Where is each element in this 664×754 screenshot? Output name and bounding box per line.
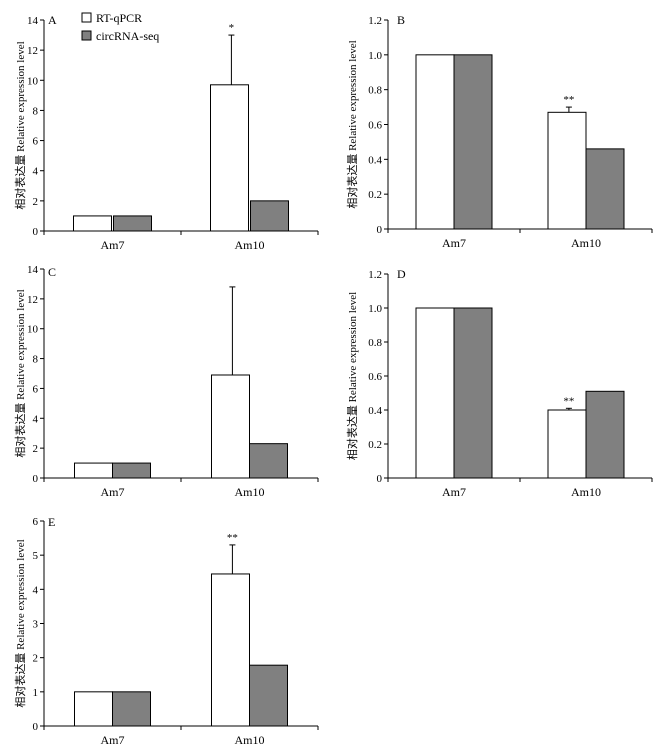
y-tick-label: 1.0 bbox=[368, 303, 382, 315]
y-tick-label: 1.2 bbox=[368, 15, 382, 27]
y-tick-label: 8 bbox=[33, 105, 39, 117]
bar-rtqpcr-am10 bbox=[211, 374, 250, 479]
panel-letter: C bbox=[48, 265, 56, 279]
bar-circrnaseq-am10 bbox=[585, 390, 625, 479]
y-axis-label: 相对表达量 Relative expression level bbox=[13, 539, 27, 707]
x-category-label: Am10 bbox=[571, 485, 601, 499]
y-axis-label: 相对表达量 Relative expression level bbox=[13, 289, 27, 457]
y-tick-label: 8 bbox=[33, 354, 39, 366]
y-tick-label: 0.6 bbox=[368, 120, 382, 132]
legend-swatch bbox=[81, 30, 92, 41]
x-category-label: Am10 bbox=[235, 733, 265, 747]
x-category-label: Am7 bbox=[442, 236, 466, 250]
bar-circrnaseq-am7 bbox=[113, 215, 152, 232]
x-category-label: Am10 bbox=[235, 238, 265, 252]
significance-marker: ** bbox=[563, 395, 574, 407]
bar-circrnaseq-am7 bbox=[112, 691, 151, 727]
y-tick-label: 14 bbox=[27, 264, 39, 276]
y-tick-label: 5 bbox=[33, 550, 39, 562]
y-tick-label: 4 bbox=[33, 413, 39, 425]
legend-label: RT-qPCR bbox=[96, 11, 142, 25]
x-category-label: Am7 bbox=[101, 485, 125, 499]
y-tick-label: 12 bbox=[27, 45, 38, 57]
y-tick-label: 0 bbox=[33, 473, 39, 485]
x-category-label: Am10 bbox=[235, 485, 265, 499]
y-tick-label: 2 bbox=[33, 653, 39, 665]
y-tick-label: 3 bbox=[33, 619, 39, 631]
y-tick-label: 0.8 bbox=[368, 337, 382, 349]
panel-letter: A bbox=[48, 13, 57, 27]
panel-letter: B bbox=[397, 13, 405, 27]
bar-rtqpcr-am7 bbox=[415, 54, 455, 230]
x-category-label: Am7 bbox=[101, 238, 125, 252]
y-tick-label: 2 bbox=[33, 443, 39, 455]
bar-circrnaseq-am7 bbox=[453, 307, 493, 479]
bar-circrnaseq-am10 bbox=[585, 148, 625, 230]
y-tick-label: 6 bbox=[33, 516, 39, 528]
y-tick-label: 0.2 bbox=[368, 189, 382, 201]
bar-rtqpcr-am7 bbox=[73, 215, 112, 232]
y-tick-label: 0.6 bbox=[368, 371, 382, 383]
y-tick-label: 12 bbox=[27, 294, 38, 306]
legend: RT-qPCR circRNA-seq bbox=[81, 11, 159, 43]
chart-panel-a: 0 2 4 6 8 10 12 14 Am7 * Am10 A 相对表达量 Relative expre… bbox=[13, 13, 319, 252]
chart-panel-d: 0 0.2 0.4 0.6 0.8 1.0 1.2 Am7 ** Am10 D 相对表达量 Relat… bbox=[345, 267, 653, 499]
y-tick-label: 0.4 bbox=[368, 154, 382, 166]
y-tick-label: 0 bbox=[377, 473, 383, 485]
y-tick-label: 4 bbox=[33, 584, 39, 596]
y-axis-label: 相对表达量 Relative expression level bbox=[345, 40, 359, 208]
x-category-label: Am7 bbox=[442, 485, 466, 499]
bar-rtqpcr-am7 bbox=[74, 691, 113, 727]
bar-circrnaseq-am7 bbox=[453, 54, 493, 230]
legend-swatch bbox=[81, 12, 92, 23]
y-tick-label: 10 bbox=[27, 324, 39, 336]
bar-rtqpcr-am7 bbox=[415, 307, 455, 479]
bar-rtqpcr-am10 bbox=[547, 409, 587, 479]
y-tick-label: 0.4 bbox=[368, 405, 382, 417]
x-category-label: Am7 bbox=[101, 733, 125, 747]
chart-panel-b: 0 0.2 0.4 0.6 0.8 1.0 1.2 Am7 ** Am10 B 相对表达量 Relat… bbox=[345, 13, 653, 250]
y-tick-label: 0 bbox=[377, 224, 383, 236]
y-tick-label: 0.2 bbox=[368, 439, 382, 451]
chart-panel-c: 0 2 4 6 8 10 12 14 Am7 Am10 C 相对表达量 Relative expres… bbox=[13, 264, 319, 499]
y-tick-label: 0 bbox=[33, 721, 39, 733]
y-tick-label: 0.8 bbox=[368, 85, 382, 97]
y-tick-label: 1 bbox=[33, 687, 39, 699]
significance-marker: ** bbox=[227, 532, 238, 544]
bar-rtqpcr-am10 bbox=[547, 111, 587, 230]
legend-label: circRNA-seq bbox=[96, 29, 159, 43]
significance-marker: ** bbox=[563, 94, 574, 106]
y-tick-label: 6 bbox=[33, 136, 39, 148]
chart-panel-e: 0 1 2 3 4 5 6 Am7 ** Am10 E 相对表达量 Relative expressi… bbox=[13, 515, 319, 747]
y-tick-label: 1.2 bbox=[368, 269, 382, 281]
bar-circrnaseq-am10 bbox=[249, 443, 288, 479]
y-tick-label: 14 bbox=[27, 15, 39, 27]
bar-circrnaseq-am7 bbox=[112, 462, 151, 479]
y-axis-label: 相对表达量 Relative expression level bbox=[13, 41, 27, 209]
bar-rtqpcr-am10 bbox=[210, 84, 249, 232]
bar-rtqpcr-am10 bbox=[211, 573, 250, 727]
y-tick-label: 6 bbox=[33, 383, 39, 395]
significance-marker: * bbox=[229, 22, 235, 34]
y-tick-label: 4 bbox=[33, 166, 39, 178]
y-tick-label: 1.0 bbox=[368, 50, 382, 62]
bar-circrnaseq-am10 bbox=[250, 200, 289, 232]
x-category-label: Am10 bbox=[571, 236, 601, 250]
y-tick-label: 10 bbox=[27, 75, 39, 87]
y-tick-label: 2 bbox=[33, 196, 39, 208]
panel-letter: D bbox=[397, 267, 406, 281]
panel-letter: E bbox=[48, 515, 55, 529]
bar-circrnaseq-am10 bbox=[249, 664, 288, 727]
y-tick-label: 0 bbox=[33, 226, 39, 238]
bar-rtqpcr-am7 bbox=[74, 462, 113, 479]
y-axis-label: 相对表达量 Relative expression level bbox=[345, 292, 359, 460]
